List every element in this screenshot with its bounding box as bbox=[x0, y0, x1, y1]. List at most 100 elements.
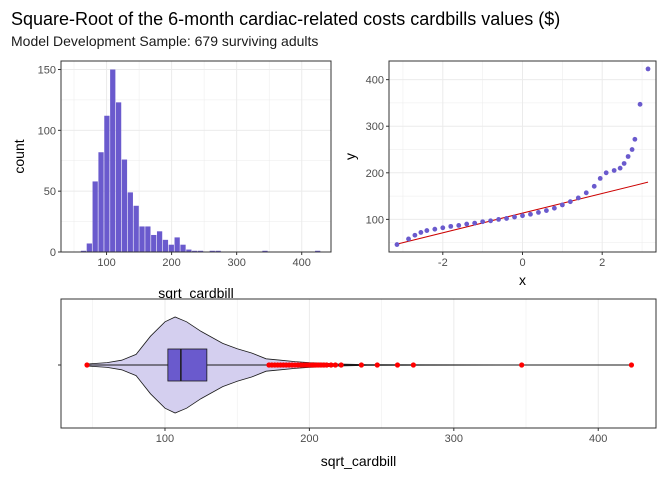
violin-x-tick-label: 200 bbox=[300, 433, 318, 445]
hist-x-tick-label: 300 bbox=[227, 257, 245, 269]
histogram-bar bbox=[151, 234, 157, 252]
violin-x-tick-label: 300 bbox=[445, 433, 463, 445]
violin-x-tick-label: 400 bbox=[589, 433, 607, 445]
violin-x-axis-label: sqrt_cardbill bbox=[321, 453, 396, 469]
outlier-point bbox=[394, 362, 401, 368]
qq-point bbox=[480, 219, 486, 225]
qq-point bbox=[567, 199, 573, 205]
qq-point bbox=[611, 168, 617, 173]
hist-x-tick-label: 100 bbox=[97, 257, 115, 269]
outlier-point bbox=[410, 362, 416, 368]
outlier-point bbox=[324, 362, 330, 368]
qq-point bbox=[424, 228, 430, 233]
outlier-point bbox=[519, 362, 525, 368]
histogram-bar bbox=[192, 250, 198, 252]
histogram-bar bbox=[139, 226, 145, 252]
outlier-point bbox=[628, 362, 635, 368]
qq-point bbox=[637, 101, 643, 107]
hist-y-axis-label: count bbox=[11, 139, 27, 173]
qq-y-tick-label: 100 bbox=[366, 214, 384, 226]
histogram-bar bbox=[133, 205, 139, 252]
qq-x-tick-label: 0 bbox=[519, 257, 525, 269]
histogram-bar bbox=[262, 250, 268, 252]
histogram-bar bbox=[197, 250, 204, 252]
qq-point bbox=[512, 214, 517, 220]
qq-point bbox=[448, 223, 454, 229]
qq-point bbox=[406, 236, 411, 242]
hist-y-tick-label: 50 bbox=[44, 186, 56, 198]
histogram-bar bbox=[156, 231, 163, 252]
hist-x-tick-label: 200 bbox=[162, 257, 180, 269]
outlier-point bbox=[84, 362, 90, 368]
histogram-bar bbox=[86, 243, 92, 252]
histogram-bar bbox=[315, 250, 321, 252]
qq-x-tick-label: 2 bbox=[599, 257, 605, 269]
qq-point bbox=[394, 242, 400, 247]
qq-x-axis-label: x bbox=[519, 272, 526, 288]
histogram-bar bbox=[145, 226, 151, 252]
outlier-point bbox=[338, 362, 344, 368]
qq-point bbox=[520, 213, 525, 219]
histogram-bar bbox=[180, 244, 186, 252]
qq-point bbox=[603, 170, 609, 176]
histogram-bar bbox=[209, 250, 215, 252]
histogram-bar bbox=[98, 152, 104, 252]
qq-point bbox=[464, 221, 470, 227]
qq-point bbox=[432, 226, 438, 232]
qq-point bbox=[575, 195, 581, 201]
qq-point bbox=[504, 216, 509, 221]
qq-point bbox=[645, 66, 651, 72]
qq-point bbox=[597, 175, 603, 181]
qq-point bbox=[583, 190, 589, 196]
histogram-bar bbox=[121, 159, 128, 252]
figure-title: Square-Root of the 6-month cardiac-relat… bbox=[11, 9, 561, 29]
qq-point bbox=[559, 202, 565, 208]
histogram-bar bbox=[127, 192, 133, 252]
qq-point bbox=[496, 216, 501, 222]
hist-x-axis-label: sqrt_cardbill bbox=[158, 285, 233, 301]
figure-subtitle: Model Development Sample: 679 surviving … bbox=[11, 33, 319, 49]
histogram-bar bbox=[115, 102, 122, 252]
hist-y-tick-label: 0 bbox=[50, 247, 56, 259]
qq-point bbox=[472, 220, 478, 226]
qq-x-tick-label: -2 bbox=[438, 257, 448, 269]
qq-point bbox=[591, 183, 597, 189]
qq-point bbox=[536, 210, 541, 215]
qq-point bbox=[456, 223, 462, 228]
histogram-bar bbox=[80, 250, 87, 252]
histogram-bar bbox=[162, 239, 169, 252]
outlier-point bbox=[374, 362, 380, 368]
qq-point bbox=[621, 161, 627, 166]
histogram-bar bbox=[168, 244, 174, 252]
qq-point bbox=[418, 230, 424, 235]
qq-point bbox=[528, 211, 533, 217]
qq-point bbox=[440, 225, 446, 231]
qq-y-tick-label: 400 bbox=[366, 75, 384, 87]
qq-point bbox=[551, 205, 557, 211]
outlier-point bbox=[358, 362, 364, 368]
histogram-bar bbox=[215, 250, 221, 252]
boxplot-box bbox=[167, 348, 208, 382]
qq-y-tick-label: 300 bbox=[366, 121, 384, 133]
qq-point bbox=[632, 136, 638, 142]
qq-y-tick-label: 200 bbox=[366, 168, 384, 180]
hist-y-tick-label: 150 bbox=[38, 65, 56, 77]
qq-point bbox=[412, 232, 418, 238]
qq-point bbox=[488, 218, 494, 224]
qq-point bbox=[544, 208, 549, 213]
qq-y-axis-label: y bbox=[342, 153, 358, 160]
histogram-bar bbox=[174, 237, 180, 252]
qq-reference-line bbox=[396, 181, 649, 245]
histogram-bar bbox=[186, 249, 192, 252]
hist-x-tick-label: 400 bbox=[293, 257, 311, 269]
qq-point bbox=[617, 165, 623, 171]
hist-panel-border bbox=[60, 60, 332, 253]
qq-point bbox=[625, 154, 631, 159]
violin-x-tick-label: 100 bbox=[156, 433, 174, 445]
histogram-bar bbox=[104, 115, 110, 252]
outlier-point bbox=[328, 362, 334, 368]
histogram-bar bbox=[110, 69, 116, 252]
violin-panel-border bbox=[60, 298, 657, 429]
